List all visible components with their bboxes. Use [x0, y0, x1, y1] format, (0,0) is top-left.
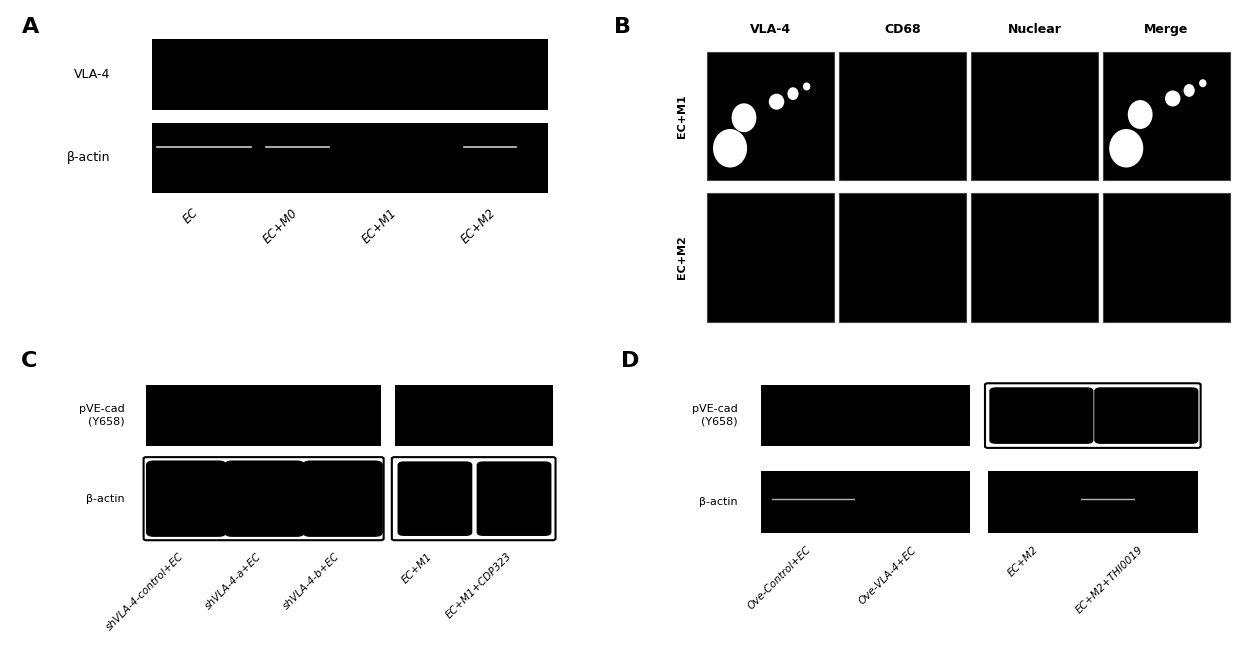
Text: EC+M0: EC+M0 [260, 206, 300, 246]
Text: EC+M1+CDP323: EC+M1+CDP323 [444, 551, 513, 620]
Ellipse shape [787, 87, 799, 100]
Bar [394, 385, 553, 446]
FancyBboxPatch shape [392, 457, 556, 541]
Ellipse shape [804, 82, 811, 90]
Text: shVLA-4-a+EC: shVLA-4-a+EC [203, 551, 264, 611]
Text: pVE-cad
(Y658): pVE-cad (Y658) [692, 404, 738, 427]
Text: β-actin: β-actin [86, 494, 124, 504]
Bar [151, 39, 548, 110]
Text: EC: EC [181, 206, 201, 226]
Text: EC+M1: EC+M1 [360, 206, 399, 246]
Text: shVLA-4-b+EC: shVLA-4-b+EC [281, 551, 342, 611]
FancyBboxPatch shape [303, 460, 383, 537]
Text: VLA-4: VLA-4 [73, 68, 110, 81]
Bar [1104, 193, 1230, 322]
Text: VLA-4: VLA-4 [750, 23, 791, 36]
FancyBboxPatch shape [398, 462, 472, 536]
Text: EC+M2: EC+M2 [459, 206, 498, 246]
Text: shVLA-4-control+EC: shVLA-4-control+EC [104, 551, 186, 632]
Text: Ove-VLA-4+EC: Ove-VLA-4+EC [857, 545, 918, 606]
Text: β-actin: β-actin [67, 151, 110, 165]
FancyBboxPatch shape [146, 460, 227, 537]
Bar [838, 193, 966, 322]
Bar [1104, 52, 1230, 181]
Bar [971, 52, 1099, 181]
FancyBboxPatch shape [985, 383, 1200, 448]
Bar [707, 52, 833, 181]
Bar [146, 385, 381, 446]
Bar [760, 471, 971, 533]
Ellipse shape [1183, 84, 1194, 97]
Ellipse shape [732, 103, 756, 132]
Text: D: D [621, 351, 639, 371]
Text: CD68: CD68 [884, 23, 921, 36]
Text: EC+M2: EC+M2 [1007, 545, 1040, 579]
Ellipse shape [1128, 100, 1153, 129]
Ellipse shape [713, 129, 746, 167]
Text: Ove-Control+EC: Ove-Control+EC [746, 545, 813, 612]
Text: C: C [21, 351, 37, 371]
FancyBboxPatch shape [476, 462, 552, 536]
FancyBboxPatch shape [144, 457, 383, 541]
Bar [760, 385, 971, 446]
Bar [707, 193, 833, 322]
FancyBboxPatch shape [1094, 387, 1198, 444]
Text: Merge: Merge [1145, 23, 1189, 36]
Text: pVE-cad
(Y658): pVE-cad (Y658) [79, 404, 124, 427]
Text: Nuclear: Nuclear [1008, 23, 1061, 36]
Ellipse shape [1110, 129, 1143, 167]
Ellipse shape [1166, 90, 1180, 106]
Text: B: B [614, 17, 631, 37]
Bar [988, 471, 1198, 533]
Text: EC+M1: EC+M1 [401, 551, 434, 585]
FancyBboxPatch shape [990, 387, 1094, 444]
Bar [838, 52, 966, 181]
Text: EC+M1: EC+M1 [677, 94, 687, 138]
Bar [151, 122, 548, 193]
Ellipse shape [1199, 79, 1207, 87]
Text: β-actin: β-actin [698, 497, 738, 506]
Bar [971, 193, 1099, 322]
Ellipse shape [769, 94, 784, 110]
Text: A: A [21, 17, 38, 37]
FancyBboxPatch shape [224, 460, 305, 537]
Text: EC+M2: EC+M2 [677, 235, 687, 279]
Text: EC+M2+THI0019: EC+M2+THI0019 [1074, 545, 1146, 616]
